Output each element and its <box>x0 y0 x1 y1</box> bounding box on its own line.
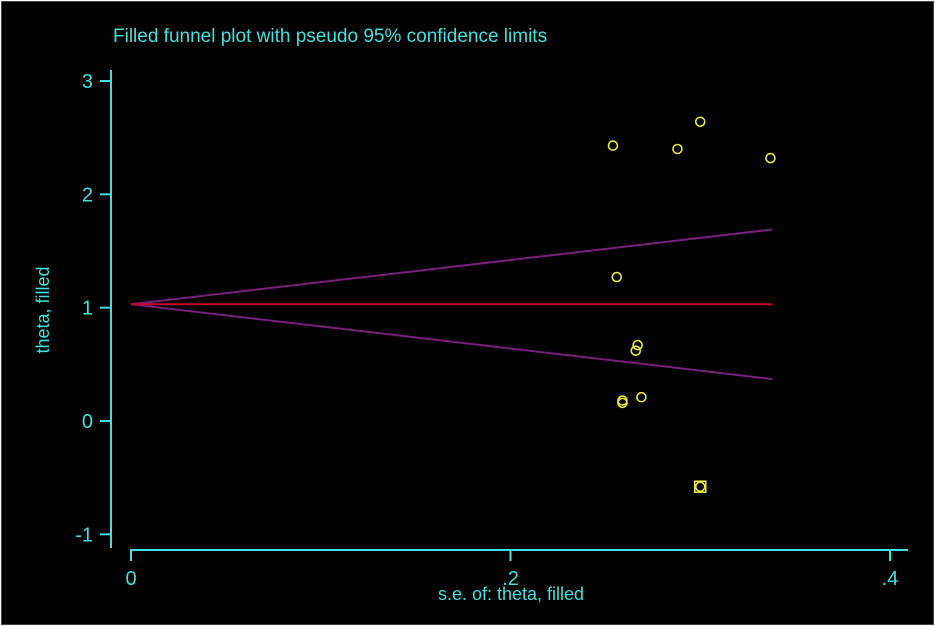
chart-title: Filled funnel plot with pseudo 95% confi… <box>113 26 548 47</box>
filled-study-point <box>693 480 707 494</box>
funnel-lines-group <box>130 228 773 381</box>
x-ticks-group: 0 .2 .4 <box>125 550 898 590</box>
axes-group <box>110 70 908 551</box>
observed-study-point <box>617 397 628 409</box>
y-tick-label: 2 <box>82 184 93 206</box>
observed-study-point <box>607 140 619 151</box>
lower-confidence-limit <box>130 303 773 381</box>
y-tick-label: 1 <box>82 298 93 320</box>
y-axis-title: theta, filled <box>33 266 53 353</box>
observed-study-point <box>672 143 683 155</box>
x-tick-label: .2 <box>502 568 519 590</box>
observed-study-point <box>632 339 643 351</box>
y-tick-label: -1 <box>75 524 93 546</box>
observed-study-point <box>694 116 706 128</box>
points-group <box>607 116 776 494</box>
x-tick-label: .4 <box>882 568 899 590</box>
upper-confidence-limit <box>130 228 773 306</box>
observed-study-point <box>765 152 776 164</box>
observed-study-point <box>630 345 642 357</box>
y-ticks-group: -1 0 1 2 3 <box>75 71 111 546</box>
observed-study-point <box>636 391 647 403</box>
observed-study-point <box>694 481 706 493</box>
x-axis-title: s.e. of: theta, filled <box>438 584 584 604</box>
y-tick-label: 0 <box>82 411 93 433</box>
observed-study-point <box>611 271 623 283</box>
x-tick-label: 0 <box>125 568 136 590</box>
y-tick-label: 3 <box>82 71 93 93</box>
